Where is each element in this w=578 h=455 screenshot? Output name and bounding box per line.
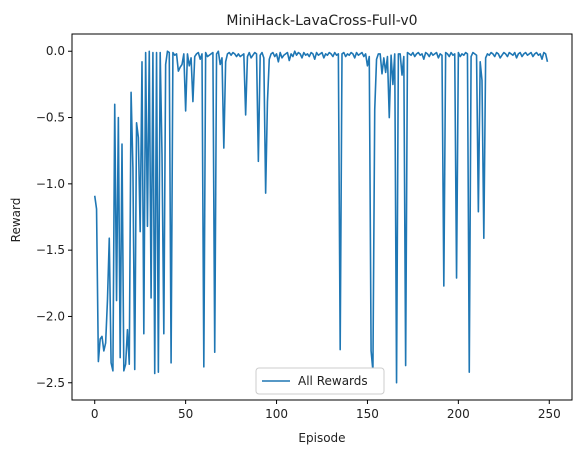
y-axis-label: Reward <box>9 198 23 243</box>
chart-title: MiniHack-LavaCross-Full-v0 <box>226 13 417 29</box>
plot-frame <box>71 33 573 401</box>
y-tick-label: −1.5 <box>36 243 65 257</box>
plot-area <box>71 33 573 401</box>
legend-box <box>255 367 385 395</box>
x-tick-label: 100 <box>265 407 288 421</box>
x-tick-label: 200 <box>447 407 470 421</box>
legend-label: All Rewards <box>298 374 368 388</box>
y-axis-ticks: −2.5 −2.0 −1.5 −1.0 −0.5 0.0 <box>36 44 72 390</box>
x-axis-ticks: 0 50 100 150 200 250 <box>91 400 561 421</box>
x-tick-label: 50 <box>178 407 193 421</box>
legend: All Rewards <box>255 367 385 395</box>
x-axis-label: Episode <box>298 431 345 445</box>
x-tick-label: 250 <box>538 407 561 421</box>
y-tick-label: −0.5 <box>36 111 65 125</box>
y-tick-label: −2.5 <box>36 376 65 390</box>
x-tick-label: 150 <box>356 407 379 421</box>
y-tick-label: 0.0 <box>46 44 65 58</box>
series-line-0 <box>93 50 549 384</box>
y-tick-label: −2.0 <box>36 309 65 323</box>
x-tick-label: 0 <box>91 407 99 421</box>
y-tick-label: −1.0 <box>36 177 65 191</box>
